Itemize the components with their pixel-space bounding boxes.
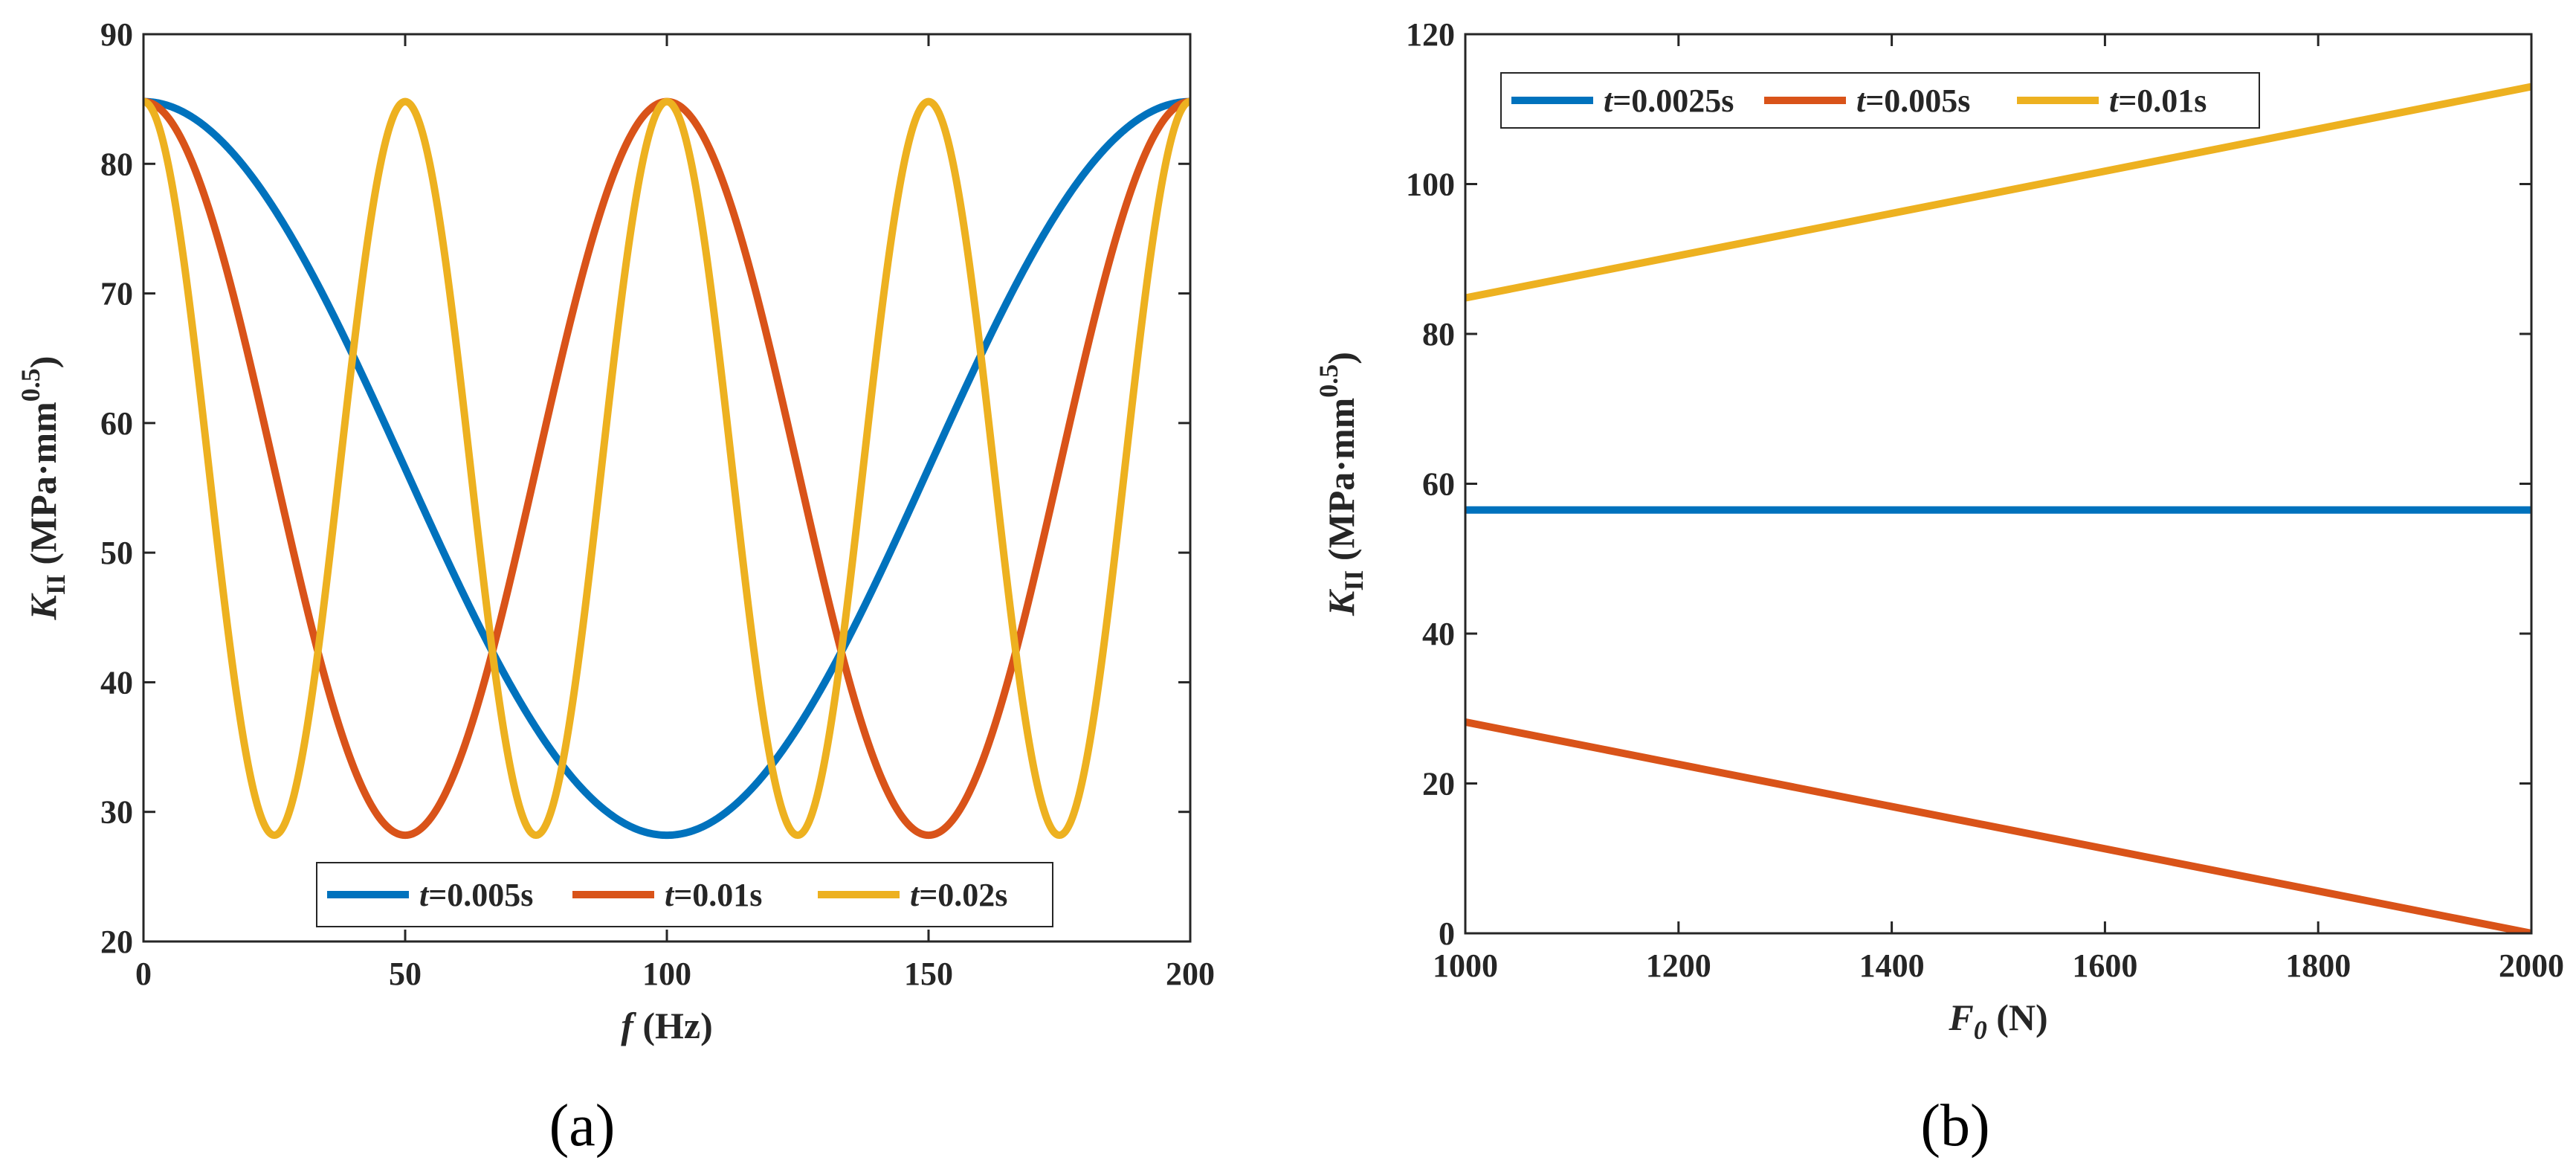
y-tick-label: 60 bbox=[100, 405, 133, 442]
x-tick-label: 1800 bbox=[2285, 947, 2351, 984]
legend-b: t=0.0025s t=0.005s t=0.01s bbox=[1500, 72, 2260, 129]
legend-box bbox=[1500, 72, 2260, 129]
x-tick-label: 1600 bbox=[2072, 947, 2137, 984]
x-tick-label: 100 bbox=[642, 956, 691, 992]
y-axis-label: KII (MPa·mm0.5) bbox=[16, 356, 71, 621]
panel-caption: (b) bbox=[1920, 1093, 1989, 1159]
y-tick-label: 100 bbox=[1406, 167, 1455, 203]
x-tick-label: 200 bbox=[1166, 956, 1215, 992]
panel-caption: (a) bbox=[549, 1093, 616, 1159]
y-tick-label: 80 bbox=[1422, 316, 1455, 352]
plot-area-b bbox=[1465, 83, 2531, 933]
y-tick-label: 20 bbox=[1422, 766, 1455, 802]
y-tick-label: 40 bbox=[100, 664, 133, 701]
legend-a: t=0.005s t=0.01s t=0.02s bbox=[316, 862, 1053, 927]
x-tick-label: 1000 bbox=[1433, 947, 1498, 984]
legend-label-1: t=0.0025s bbox=[1604, 83, 1734, 119]
x-tick-label: 0 bbox=[135, 956, 152, 992]
y-tick-label: 40 bbox=[1422, 616, 1455, 652]
y-tick-label: 30 bbox=[100, 794, 133, 831]
y-tick-label: 70 bbox=[100, 276, 133, 312]
x-tick-label: 150 bbox=[904, 956, 953, 992]
axes-frame-b bbox=[1464, 33, 2533, 935]
series-line-a-3 bbox=[143, 97, 1190, 840]
legend-label-3: t=0.01s bbox=[2109, 83, 2207, 119]
x-axis-label: F0 (N) bbox=[1948, 997, 2047, 1045]
legend-label-1: t=0.005s bbox=[419, 877, 533, 913]
y-tick-label: 120 bbox=[1406, 16, 1455, 53]
legend-label-2: t=0.005s bbox=[1856, 83, 1970, 119]
x-axis-label: f (Hz) bbox=[621, 1005, 713, 1046]
x-tick-label: 50 bbox=[389, 956, 422, 992]
legend-label-3: t=0.02s bbox=[910, 877, 1007, 913]
series-line-a-1 bbox=[143, 97, 1190, 840]
series-line-b-3 bbox=[1465, 83, 2531, 302]
series-line-a-2 bbox=[143, 97, 1190, 840]
y-tick-label: 80 bbox=[100, 146, 133, 182]
y-tick-label: 60 bbox=[1422, 466, 1455, 503]
panel-a-chart: 0 50 100 150 200 20 30 40 50 60 70 80 90 f (Hz) KII (M… bbox=[16, 16, 1215, 1159]
axes-frame-a bbox=[142, 33, 1192, 943]
legend-box bbox=[316, 862, 1053, 927]
y-tick-label: 50 bbox=[100, 535, 133, 571]
series-line-b-2 bbox=[1465, 718, 2531, 933]
y-tick-label: 20 bbox=[100, 924, 133, 960]
x-tick-label: 1400 bbox=[1859, 947, 1925, 984]
legend-label-2: t=0.01s bbox=[665, 877, 762, 913]
plot-area-a bbox=[143, 97, 1190, 840]
x-tick-label: 1200 bbox=[1646, 947, 1711, 984]
y-axis-label: KII (MPa·mm0.5) bbox=[1314, 352, 1369, 617]
panel-b-chart: 1000 1200 1400 1600 1800 2000 0 20 40 60 80 100 120 F… bbox=[1314, 16, 2564, 1159]
y-tick-label: 90 bbox=[100, 16, 133, 53]
x-tick-label: 2000 bbox=[2499, 947, 2564, 984]
y-tick-label: 0 bbox=[1439, 915, 1455, 952]
